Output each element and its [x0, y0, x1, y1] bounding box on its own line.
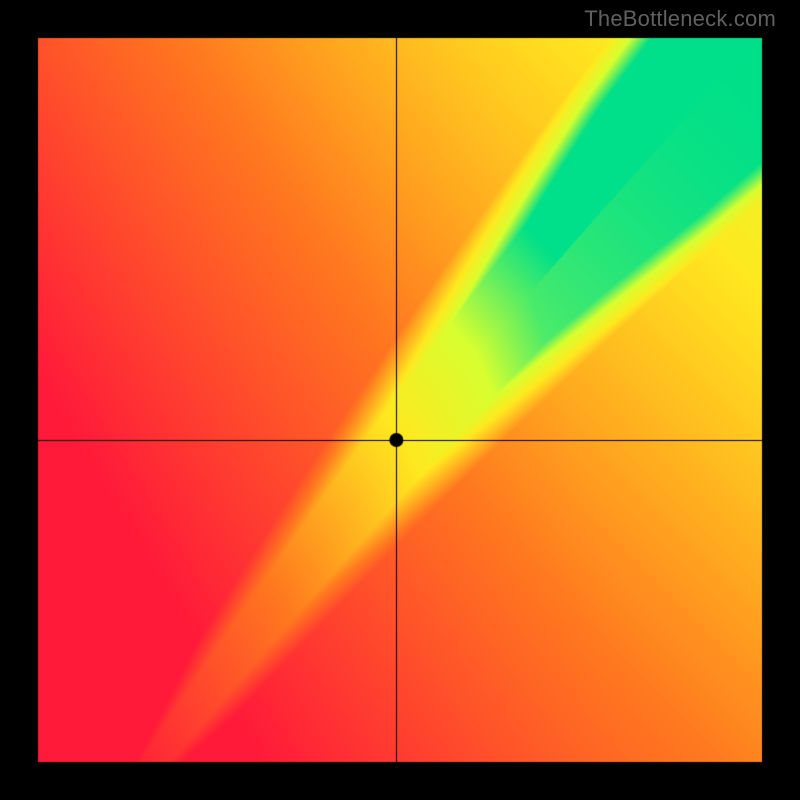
chart-container: TheBottleneck.com	[0, 0, 800, 800]
watermark-text: TheBottleneck.com	[584, 6, 776, 32]
heatmap-canvas	[0, 0, 800, 800]
